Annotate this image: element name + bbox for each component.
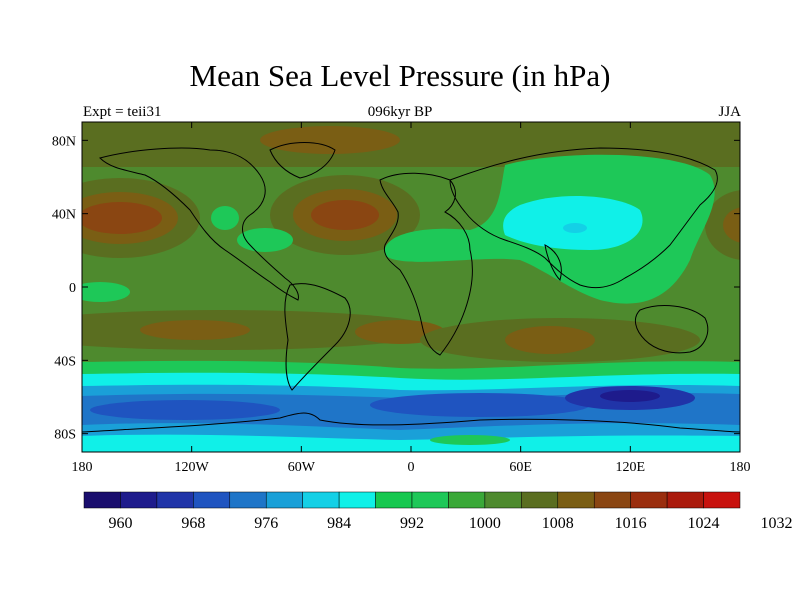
colorbar-label-9: 1032 <box>760 515 792 532</box>
x-tick-label-5: 120E <box>616 460 646 475</box>
colorbar-label-3: 984 <box>327 515 351 532</box>
so-960-core <box>600 390 660 402</box>
coastlines <box>82 142 740 433</box>
colorbar-swatch-17 <box>703 491 741 509</box>
colorbar-swatch-3 <box>193 491 231 509</box>
y-tick-label-0: 80N <box>52 134 76 149</box>
colorbar-swatch-9 <box>411 491 449 509</box>
sind-high-core <box>505 326 595 354</box>
colorbar-swatch-5 <box>265 491 303 509</box>
india-coast <box>544 244 562 281</box>
colorbar-label-6: 1008 <box>542 515 574 532</box>
spac-high-core <box>140 320 250 340</box>
asian-low-1000 <box>503 195 643 250</box>
gulf-low <box>211 206 239 230</box>
colorbar-label-8: 1024 <box>688 515 720 532</box>
south-america-coast <box>284 283 351 391</box>
colorbar-swatch-7 <box>338 491 376 509</box>
colorbar-label-2: 976 <box>254 515 278 532</box>
asian-low-core <box>563 223 587 233</box>
colorbar-swatch-8 <box>375 491 413 509</box>
y-tick-label-4: 80S <box>54 428 76 443</box>
x-tick-label-6: 180 <box>730 460 751 475</box>
greenland-coast <box>269 142 336 179</box>
colorbar-swatch-12 <box>521 491 559 509</box>
antarctica-coast <box>82 412 740 433</box>
natl-high-core <box>311 200 379 230</box>
asia-coast <box>449 147 718 289</box>
colorbar-swatch-1 <box>120 491 158 509</box>
y-tick-label-2: 0 <box>69 281 76 296</box>
colorbar-label-5: 1000 <box>469 515 501 532</box>
europe-africa-coast <box>379 172 473 356</box>
colorbar-swatch-14 <box>593 491 631 509</box>
antarctic-plateau-high <box>430 435 510 445</box>
colorbar-label-0: 960 <box>108 515 132 532</box>
colorbar-swatch-15 <box>630 491 668 509</box>
experiment-label: Expt = teii31 <box>83 104 162 120</box>
colorbar-swatch-16 <box>666 491 704 509</box>
colorbar-swatch-13 <box>557 491 595 509</box>
colorbar-swatch-4 <box>229 491 267 509</box>
npac-high-east-outer <box>705 190 740 260</box>
arctic-high <box>260 126 400 154</box>
map-title: Mean Sea Level Pressure (in hPa) <box>189 58 611 93</box>
season-label: JJA <box>718 104 741 120</box>
colorbar-swatch-2 <box>156 491 194 509</box>
so-976-central <box>370 393 590 417</box>
colorbar: 960968976984992100010081016102410321040 <box>83 491 792 532</box>
colorbar-label-1: 968 <box>181 515 205 532</box>
colorbar-swatch-11 <box>484 491 522 509</box>
colorbar-swatch-0 <box>83 491 121 509</box>
pressure-field <box>82 122 740 452</box>
so-976-west <box>90 400 280 420</box>
x-tick-label-1: 120W <box>175 460 210 475</box>
australia-coast <box>634 305 709 354</box>
x-tick-label-0: 180 <box>72 460 93 475</box>
colorbar-label-7: 1016 <box>615 515 647 532</box>
y-tick-label-3: 40S <box>54 354 76 369</box>
npac-high-core <box>82 202 162 234</box>
colorbar-label-4: 992 <box>400 515 424 532</box>
antarctic-1000 <box>82 434 740 452</box>
colorbar-swatch-6 <box>302 491 340 509</box>
north-america-coast <box>99 147 299 301</box>
spac-high-outer <box>82 310 440 350</box>
y-axis: 80N 40N 0 40S 80S <box>52 134 740 443</box>
colorbar-swatch-10 <box>448 491 486 509</box>
npac-high-east-mid <box>723 207 740 243</box>
y-tick-label-1: 40N <box>52 208 76 223</box>
x-tick-label-4: 60E <box>509 460 532 475</box>
x-tick-label-3: 0 <box>408 460 415 475</box>
x-axis: 180 120W 60W 0 60E 120E 180 <box>72 122 751 475</box>
epac-low <box>82 282 130 302</box>
map-subtitle: 096kyr BP <box>367 104 433 120</box>
x-tick-label-2: 60W <box>288 460 316 475</box>
